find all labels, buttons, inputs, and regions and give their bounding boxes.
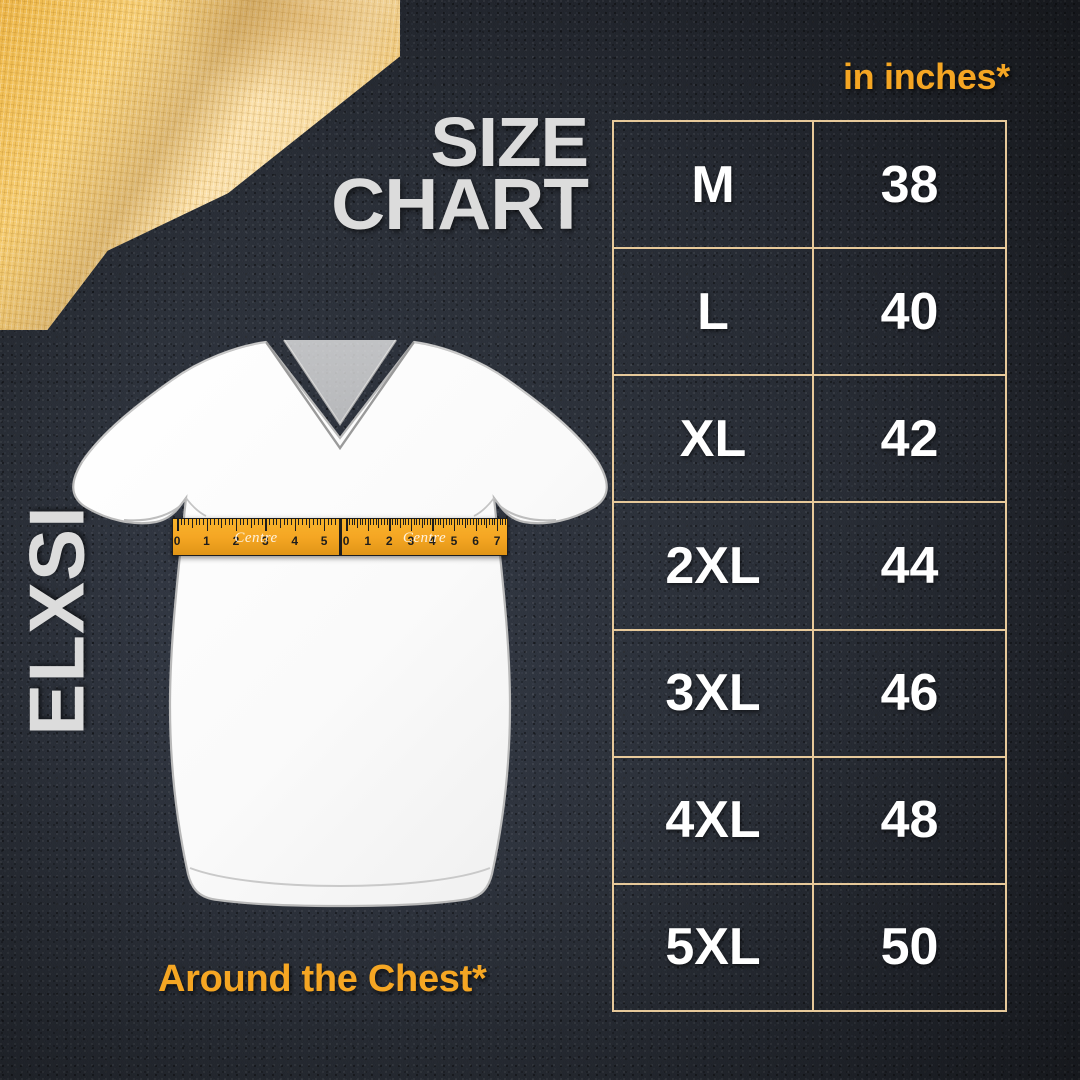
tshirt-shoulder-shade-left: [81, 341, 267, 463]
tshirt-illustration: [60, 320, 620, 940]
chest-value-cell: 46: [812, 628, 1007, 758]
measurement-note-label: Around the Chest*: [158, 958, 487, 1000]
tshirt-sleeve-hem-right: [499, 505, 557, 522]
tape-ticks-right: [342, 519, 507, 536]
tshirt-vneck-outer-line: [265, 341, 415, 451]
tape-ticks-left: [173, 519, 339, 536]
chest-value-cell: 38: [812, 119, 1007, 250]
size-cell: 3XL: [612, 628, 814, 758]
table-row: XL 42: [612, 374, 1007, 504]
page-title-line-2: CHART: [331, 164, 589, 245]
size-chart-table: M 38 L 40 XL 42 2XL 44 3XL 46 4XL 48 5XL 50: [612, 119, 1007, 1013]
size-cell: XL: [612, 374, 814, 504]
table-row: 3XL 46: [612, 628, 1007, 758]
tshirt-bottom-hem-stitch: [189, 867, 491, 887]
page-title-line-1: SIZE: [430, 103, 589, 181]
table-row: L 40: [612, 247, 1007, 377]
size-cell: 4XL: [612, 755, 814, 885]
table-row: 2XL 44: [612, 501, 1007, 631]
chest-value-cell: 44: [812, 501, 1007, 631]
size-cell: L: [612, 247, 814, 377]
tshirt-shoulder-shade-right: [413, 341, 599, 463]
tshirt-sleeve-hem-left: [123, 505, 181, 522]
chest-value-cell: 42: [812, 374, 1007, 504]
size-cell: M: [612, 119, 814, 250]
tshirt-armhole-seam-right: [473, 497, 495, 517]
size-cell: 5XL: [612, 882, 814, 1013]
size-cell: 2XL: [612, 501, 814, 631]
chest-value-cell: 40: [812, 247, 1007, 377]
table-row: M 38: [612, 119, 1007, 250]
tshirt-neck-panel: [284, 340, 396, 424]
size-chart-table-body: M 38 L 40 XL 42 2XL 44 3XL 46 4XL 48 5XL 50: [612, 119, 1007, 1013]
tshirt-body-shape: [72, 340, 608, 908]
chest-value-cell: 48: [812, 755, 1007, 885]
table-row: 5XL 50: [612, 882, 1007, 1013]
table-row: 4XL 48: [612, 755, 1007, 885]
page-title: SIZE CHART: [234, 103, 589, 245]
tshirt-armhole-seam-left: [185, 497, 207, 517]
chest-value-cell: 50: [812, 882, 1007, 1013]
unit-note-label: in inches*: [842, 56, 1010, 97]
